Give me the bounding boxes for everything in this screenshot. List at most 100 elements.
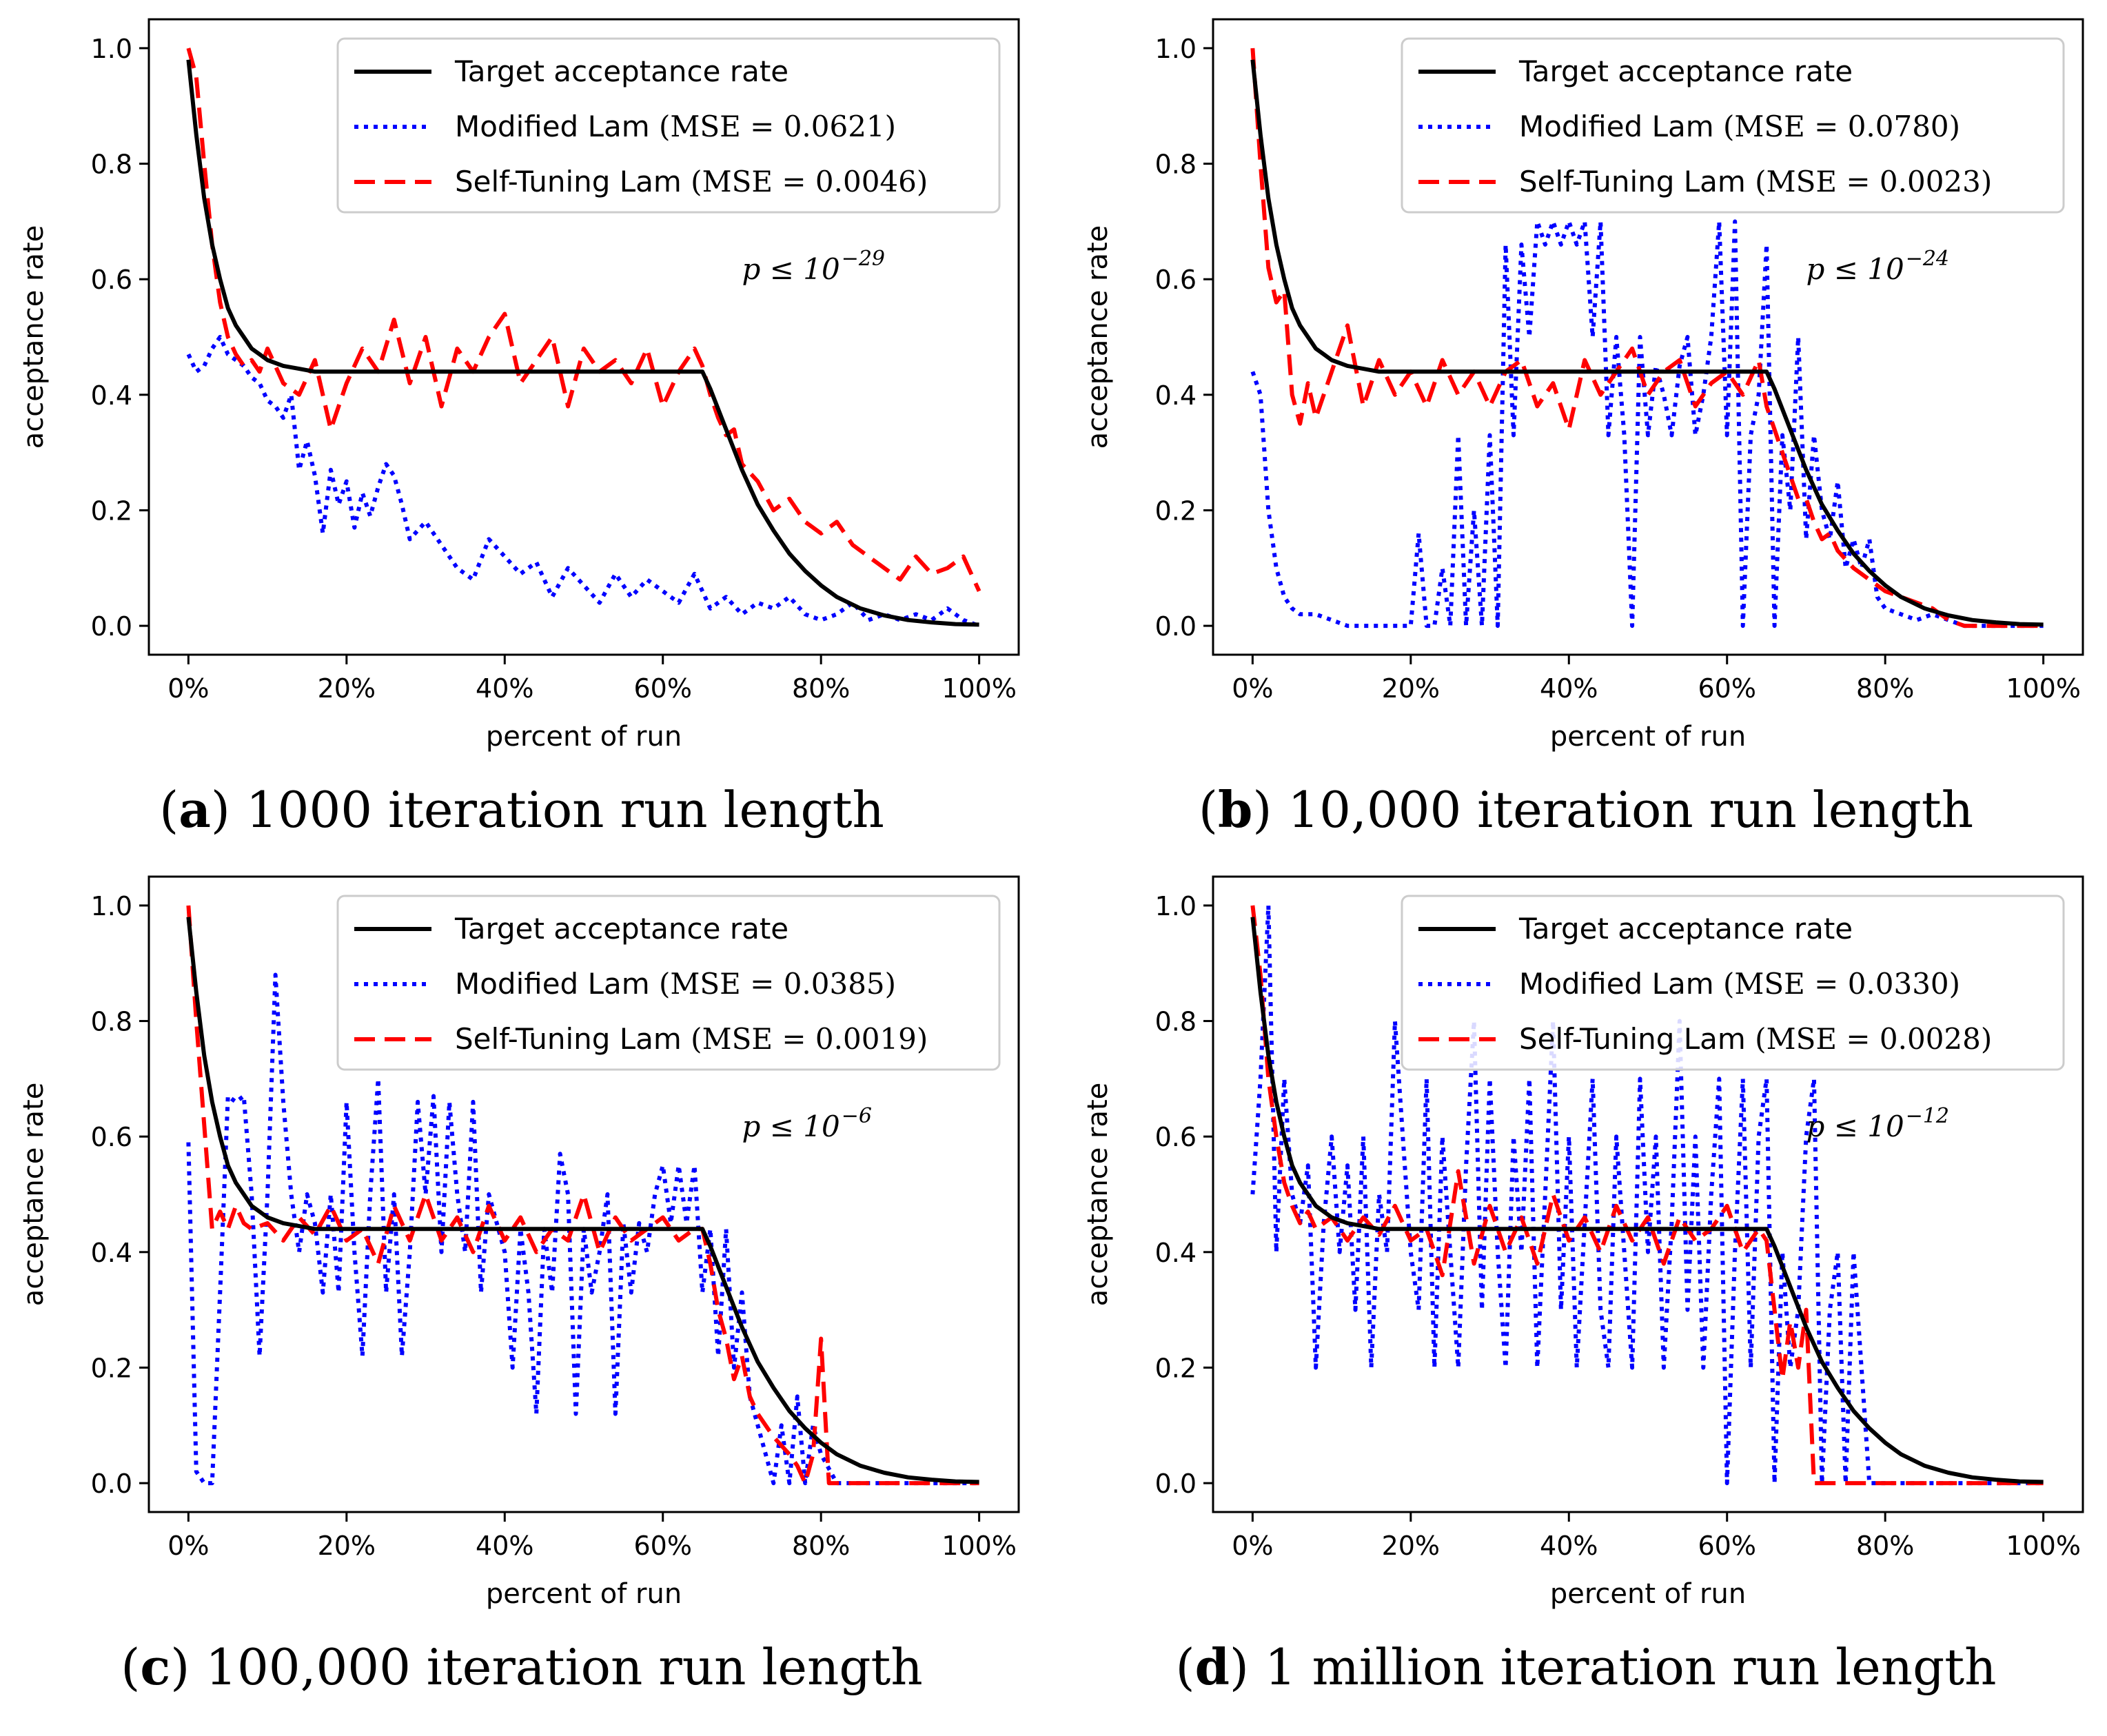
y-axis-label: acceptance rate bbox=[1082, 225, 1114, 449]
legend bbox=[336, 37, 1001, 214]
legend-mse: (MSE = 0.0046) bbox=[682, 165, 928, 198]
y-tick-label: 1.0 bbox=[91, 34, 132, 64]
x-tick-label: 20% bbox=[318, 1531, 376, 1561]
x-tick-label: 20% bbox=[318, 673, 376, 704]
legend-mse: (MSE = 0.0023) bbox=[1746, 165, 1992, 198]
x-tick-label: 40% bbox=[476, 673, 533, 704]
legend-label-self-tuning-lam: Self-Tuning Lam (MSE = 0.0028) bbox=[1519, 1022, 1992, 1056]
y-tick-label: 0.8 bbox=[1155, 150, 1197, 180]
legend-label-modified-lam: Modified Lam (MSE = 0.0621) bbox=[455, 110, 896, 143]
x-tick-label: 80% bbox=[1856, 1531, 1914, 1561]
x-tick-label: 40% bbox=[1540, 1531, 1598, 1561]
panel-c: 0% 20% 40% 60% 80% 100% 0.0 0.2 0.4 0.6 0.8 1.0 perc… bbox=[18, 875, 1020, 1696]
x-tick-label: 40% bbox=[476, 1531, 533, 1561]
axes-frame bbox=[1212, 18, 2084, 656]
x-tick-label: 60% bbox=[1698, 1531, 1755, 1561]
p-value-exponent: −12 bbox=[1906, 1104, 1949, 1128]
panel-b: 0% 20% 40% 60% 80% 100% 0.0 0.2 0.4 0.6 0.8 1.0 perc… bbox=[1082, 18, 2084, 839]
legend-label-self-tuning-lam: Self-Tuning Lam (MSE = 0.0046) bbox=[455, 165, 928, 198]
y-tick-label: 1.0 bbox=[1155, 891, 1197, 921]
y-tick-label: 0.4 bbox=[91, 1238, 132, 1268]
series-target-line bbox=[1250, 59, 2044, 627]
axes-frame bbox=[147, 18, 1020, 656]
legend bbox=[1401, 37, 2065, 214]
panel-a: 0% 20% 40% 60% 80% 100% 0.0 0.2 0.4 0.6 0.8 1.0 perc… bbox=[18, 18, 1020, 839]
y-tick-label: 1.0 bbox=[91, 891, 132, 921]
series-modified-lam-line bbox=[1250, 219, 2044, 629]
y-tick-label: 0.6 bbox=[1155, 265, 1197, 295]
x-tick-label: 20% bbox=[1382, 1531, 1440, 1561]
series-self-tuning-lam-line bbox=[1250, 905, 2044, 1486]
x-tick-label: 60% bbox=[633, 1531, 691, 1561]
y-tick-label: 0.6 bbox=[91, 1122, 132, 1152]
x-tick-label: 100% bbox=[2006, 673, 2081, 704]
legend-label-self-tuning-lam: Self-Tuning Lam (MSE = 0.0019) bbox=[455, 1022, 928, 1056]
p-value-annotation: p ≤ 10 bbox=[1806, 252, 1904, 286]
y-tick-label: 1.0 bbox=[1155, 34, 1197, 64]
x-axis-label: percent of run bbox=[1550, 721, 1746, 753]
p-value-exponent: −24 bbox=[1906, 247, 1949, 271]
x-axis-label: percent of run bbox=[486, 1578, 682, 1610]
x-tick-label: 60% bbox=[633, 673, 691, 704]
x-axis-label: percent of run bbox=[486, 721, 682, 753]
y-axis-label: acceptance rate bbox=[18, 1083, 50, 1307]
series-self-tuning-lam-line bbox=[186, 905, 979, 1486]
legend-mse: (MSE = 0.0621) bbox=[650, 110, 896, 143]
legend-mse: (MSE = 0.0330) bbox=[1714, 967, 1960, 1001]
y-tick-label: 0.6 bbox=[91, 265, 132, 295]
series-modified-lam-line bbox=[186, 972, 979, 1486]
y-tick-label: 0.0 bbox=[1155, 611, 1197, 642]
y-tick-label: 0.8 bbox=[91, 1007, 132, 1037]
axes-frame bbox=[147, 875, 1020, 1513]
x-tick-label: 80% bbox=[792, 1531, 850, 1561]
legend-label-target: Target acceptance rate bbox=[454, 54, 788, 88]
axes-frame bbox=[1212, 875, 2084, 1513]
legend-mse: (MSE = 0.0385) bbox=[650, 967, 896, 1001]
legend-label-target: Target acceptance rate bbox=[1518, 912, 1853, 946]
p-value-annotation: p ≤ 10 bbox=[1806, 1110, 1904, 1143]
x-tick-label: 80% bbox=[1856, 673, 1914, 704]
panel-caption: (b) 10,000 iteration run length bbox=[1199, 780, 1973, 839]
series-modified-lam-line bbox=[1250, 903, 2044, 1486]
y-tick-label: 0.2 bbox=[91, 1353, 132, 1383]
panel-caption: (a) 1000 iteration run length bbox=[159, 780, 884, 839]
y-tick-label: 0.0 bbox=[1155, 1469, 1197, 1499]
legend-mse: (MSE = 0.0019) bbox=[682, 1022, 928, 1056]
y-tick-label: 0.2 bbox=[1155, 1353, 1197, 1383]
legend bbox=[336, 895, 1001, 1071]
x-tick-label: 0% bbox=[1232, 1531, 1273, 1561]
y-tick-label: 0.2 bbox=[91, 496, 132, 526]
y-tick-label: 0.4 bbox=[91, 380, 132, 411]
y-tick-label: 0.0 bbox=[91, 1469, 132, 1499]
series-self-tuning-lam-line bbox=[1250, 48, 2044, 629]
y-tick-label: 0.4 bbox=[1155, 380, 1197, 411]
y-tick-label: 0.8 bbox=[91, 150, 132, 180]
y-axis-label: acceptance rate bbox=[1082, 1083, 1114, 1307]
p-value-annotation: p ≤ 10 bbox=[742, 1110, 839, 1143]
p-value-annotation: p ≤ 10 bbox=[742, 252, 839, 286]
y-tick-label: 0.2 bbox=[1155, 496, 1197, 526]
series-target-line bbox=[186, 917, 979, 1484]
x-tick-label: 20% bbox=[1382, 673, 1440, 704]
panel-caption: (c) 100,000 iteration run length bbox=[121, 1637, 922, 1696]
legend-label-target: Target acceptance rate bbox=[1518, 54, 1853, 88]
legend-label-modified-lam: Modified Lam (MSE = 0.0780) bbox=[1519, 110, 1960, 143]
x-tick-label: 40% bbox=[1540, 673, 1598, 704]
x-tick-label: 100% bbox=[941, 1531, 1017, 1561]
p-value-exponent: −29 bbox=[842, 247, 885, 271]
legend-label-modified-lam: Modified Lam (MSE = 0.0385) bbox=[455, 967, 896, 1001]
x-tick-label: 80% bbox=[792, 673, 850, 704]
x-tick-label: 100% bbox=[2006, 1531, 2081, 1561]
x-tick-label: 0% bbox=[1232, 673, 1273, 704]
x-tick-label: 0% bbox=[167, 673, 209, 704]
y-tick-label: 0.8 bbox=[1155, 1007, 1197, 1037]
series-target-line bbox=[1250, 917, 2044, 1484]
legend-label-modified-lam: Modified Lam (MSE = 0.0330) bbox=[1519, 967, 1960, 1001]
x-tick-label: 100% bbox=[941, 673, 1017, 704]
legend-mse: (MSE = 0.0780) bbox=[1714, 110, 1960, 143]
series-target-line bbox=[186, 59, 979, 627]
p-value-exponent: −6 bbox=[842, 1104, 872, 1128]
legend-label-self-tuning-lam: Self-Tuning Lam (MSE = 0.0023) bbox=[1519, 165, 1992, 198]
legend bbox=[1401, 895, 2065, 1071]
